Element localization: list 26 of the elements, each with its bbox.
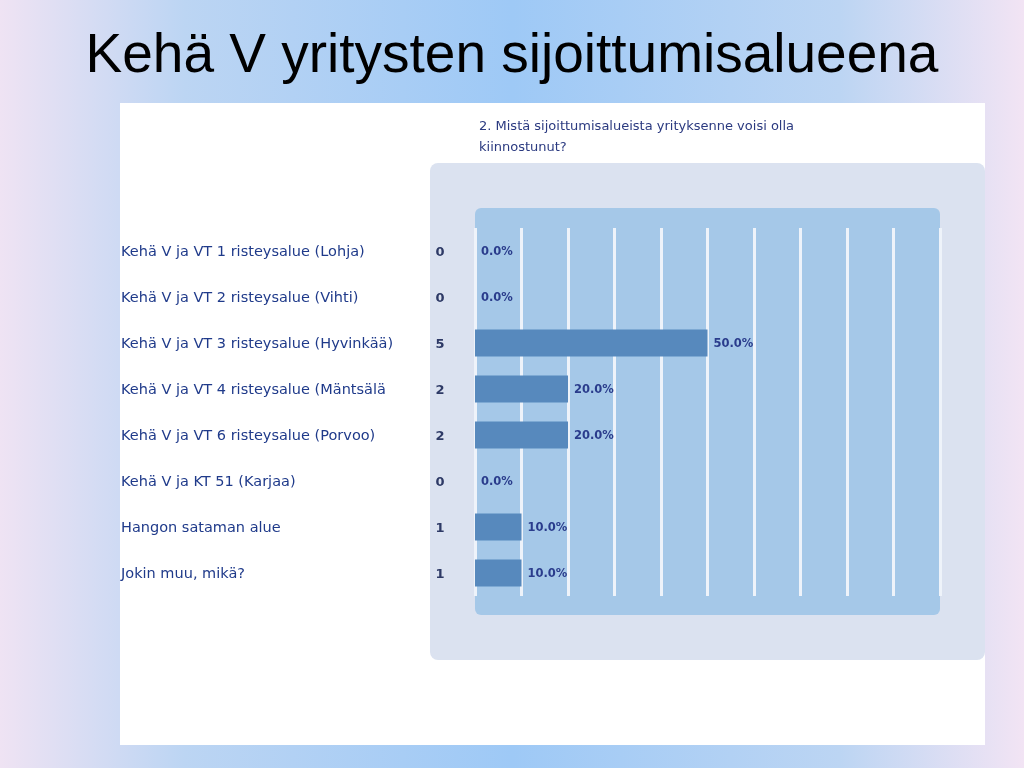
y-tick-label: Kehä V ja VT 4 risteysalue (Mäntsälä: [121, 381, 386, 397]
chart-subtitle: 2. Mistä sijoittumisalueista yrityksenne voisi olla kiinnostunut?: [479, 118, 799, 154]
y-tick-label: Hangon sataman alue: [121, 519, 281, 535]
y2-tick-label: 0: [435, 289, 445, 305]
y-tick-label: Kehä V ja VT 6 risteysalue (Porvoo): [121, 427, 376, 443]
data-label: 0.0%: [481, 244, 514, 258]
y-tick-label: Kehä V ja KT 51 (Karjaa): [121, 473, 296, 489]
data-label: 0.0%: [481, 290, 514, 304]
y2-tick-label: 1: [435, 519, 445, 535]
y2-tick-label: 2: [435, 381, 445, 397]
data-label: 10.0%: [527, 520, 568, 534]
y-tick-label: Kehä V ja VT 1 risteysalue (Lohja): [121, 243, 365, 259]
y2-tick-label: 0: [435, 243, 445, 259]
data-label: 20.0%: [574, 428, 615, 442]
chart-title: Kehä V yritysten sijoittumisalueena: [85, 21, 939, 84]
data-label: 50.0%: [713, 336, 754, 350]
y-tick-label: Jokin muu, mikä?: [120, 565, 245, 581]
y2-tick-label: 2: [435, 427, 445, 443]
y-tick-label: Kehä V ja VT 2 risteysalue (Vihti): [121, 289, 359, 305]
y2-tick-label: 1: [435, 565, 445, 581]
data-label: 20.0%: [574, 382, 615, 396]
y2-tick-label: 0: [435, 473, 445, 489]
y2-tick-label: 5: [435, 335, 445, 351]
data-label: 10.0%: [527, 566, 568, 580]
y-tick-label: Kehä V ja VT 3 risteysalue (Hyvinkää): [121, 335, 394, 351]
data-label: 0.0%: [481, 474, 514, 488]
